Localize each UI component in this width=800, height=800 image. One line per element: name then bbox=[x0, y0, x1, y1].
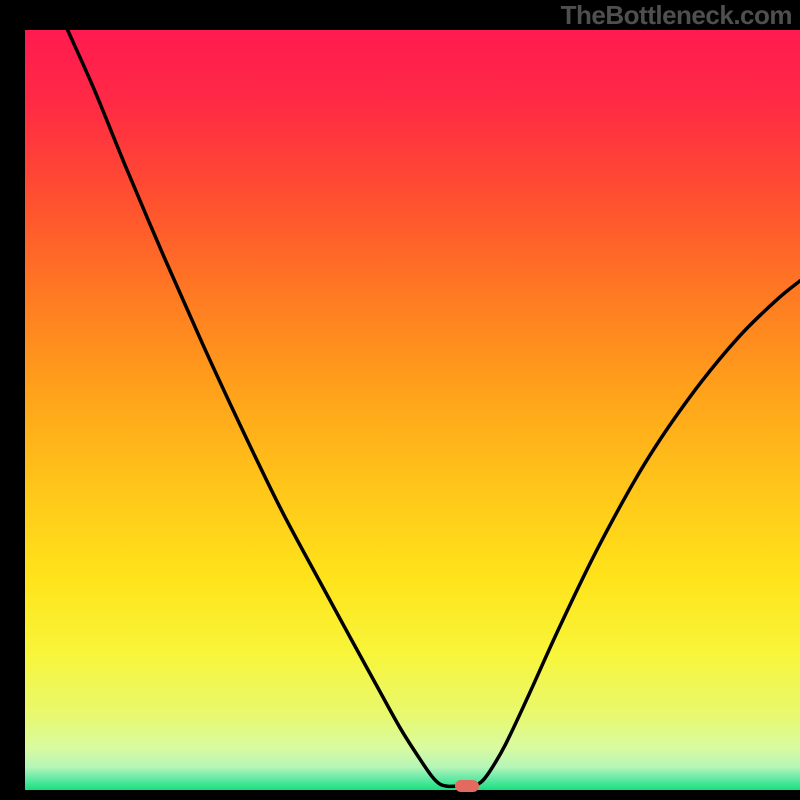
bottleneck-curve bbox=[0, 0, 800, 800]
curve-path bbox=[68, 30, 800, 786]
optimal-point-marker bbox=[455, 780, 479, 792]
chart-container: TheBottleneck.com bbox=[0, 0, 800, 800]
watermark-text: TheBottleneck.com bbox=[561, 0, 792, 31]
